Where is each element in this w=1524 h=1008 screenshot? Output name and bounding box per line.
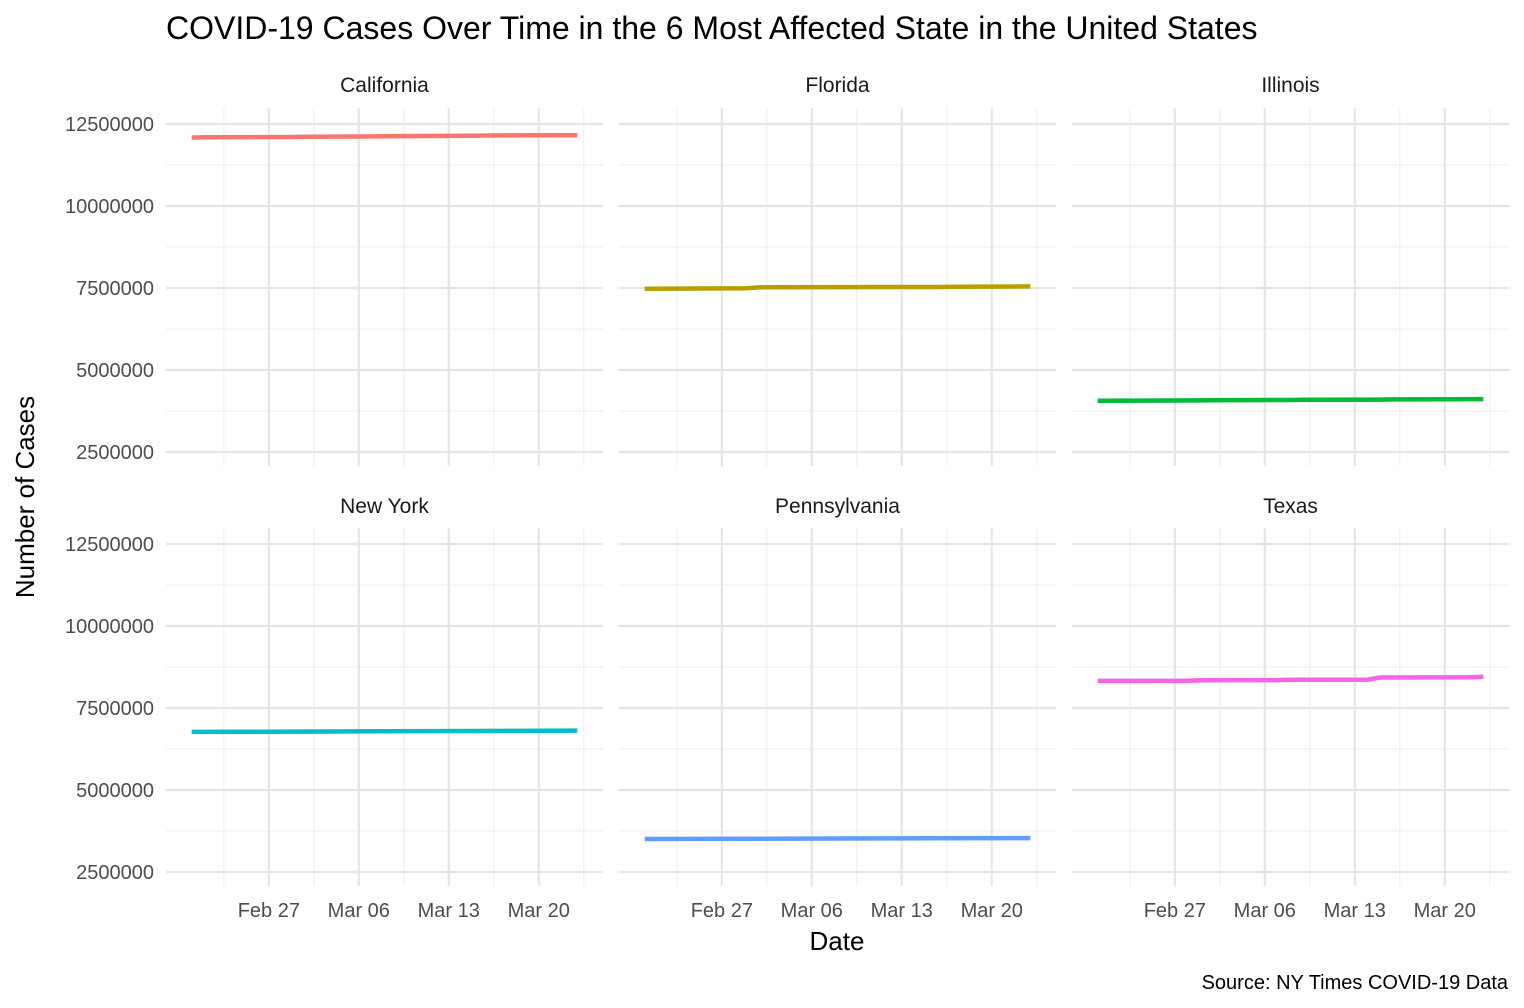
series-line-florida <box>644 284 1031 291</box>
chart-title: COVID-19 Cases Over Time in the 6 Most A… <box>166 10 1257 46</box>
series-line-new-york <box>191 728 578 735</box>
y-tick-label: 2500000 <box>76 862 154 884</box>
x-tick-label: Mar 20 <box>1414 900 1476 922</box>
facet-strip-label: California <box>340 74 429 97</box>
x-tick-label: Feb 27 <box>238 900 300 922</box>
y-tick-label: 12500000 <box>65 534 154 556</box>
x-tick-label: Mar 06 <box>328 900 390 922</box>
facet-california: California 2500000 5000000 7500000 10000000 1… <box>65 74 603 466</box>
x-tick-label: Mar 13 <box>871 900 933 922</box>
facet-florida: Florida <box>619 74 1056 466</box>
facet-strip-label: Texas <box>1263 495 1318 518</box>
y-tick-label: 5000000 <box>76 780 154 802</box>
y-tick-label: 7500000 <box>76 698 154 720</box>
y-axis-title: Number of Cases <box>10 396 40 598</box>
facet-strip-label: New York <box>340 495 429 518</box>
y-tick-label: 10000000 <box>65 196 154 218</box>
facet-illinois: Illinois <box>1072 74 1509 466</box>
chart-caption: Source: NY Times COVID-19 Data <box>1202 972 1509 994</box>
facet-strip-label: Illinois <box>1261 74 1319 97</box>
x-tick-label: Feb 27 <box>1144 900 1206 922</box>
x-tick-label: Mar 20 <box>508 900 570 922</box>
x-tick-label: Mar 06 <box>1234 900 1296 922</box>
facet-texas: Texas Feb 27 Mar 06 Mar 13 Mar 20 <box>1072 495 1509 922</box>
facet-new-york: New York 2500000 5000000 7500000 10000000 125… <box>65 495 603 922</box>
x-tick-label: Mar 20 <box>961 900 1023 922</box>
facet-strip-label: Pennsylvania <box>775 495 900 518</box>
x-tick-label: Mar 13 <box>418 900 480 922</box>
y-tick-label: 5000000 <box>76 360 154 382</box>
x-axis-title: Date <box>810 926 865 956</box>
facet-strip-label: Florida <box>805 74 870 97</box>
y-tick-label: 2500000 <box>76 442 154 464</box>
y-tick-label: 10000000 <box>65 616 154 638</box>
series-line-california <box>191 132 578 140</box>
facet-pennsylvania: Pennsylvania Feb 27 Mar 06 Mar 13 Mar 20 <box>619 495 1056 922</box>
y-tick-label: 12500000 <box>65 114 154 136</box>
x-tick-label: Mar 06 <box>781 900 843 922</box>
series-line-texas <box>1097 674 1484 684</box>
facet-panels: California 2500000 5000000 7500000 10000000 1… <box>65 74 1509 922</box>
x-tick-label: Feb 27 <box>691 900 753 922</box>
series-line-illinois <box>1097 396 1484 403</box>
x-tick-label: Mar 13 <box>1324 900 1386 922</box>
series-line-pennsylvania <box>644 835 1031 842</box>
y-tick-label: 7500000 <box>76 278 154 300</box>
